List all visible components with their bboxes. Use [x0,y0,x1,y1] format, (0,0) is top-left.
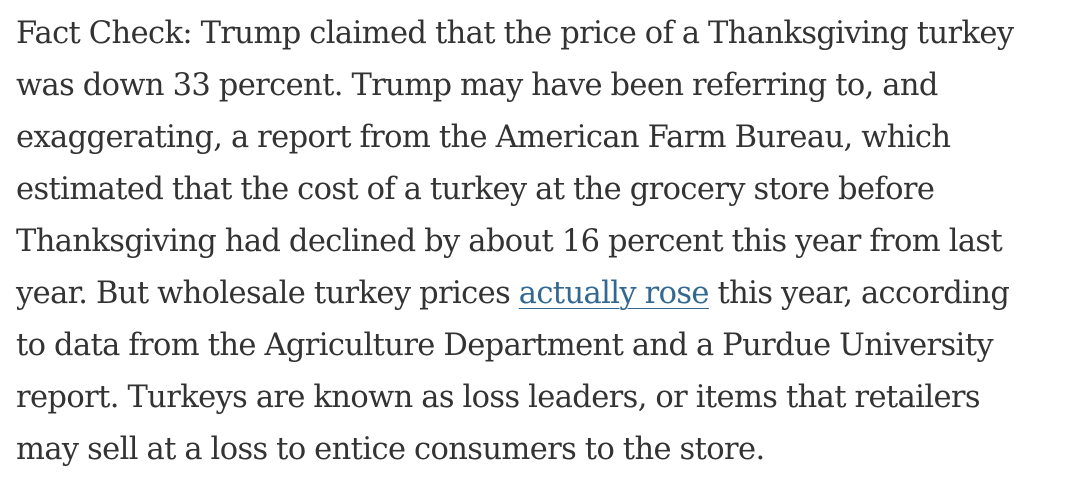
paragraph-line-9: may sell at a loss to entice consumers t… [16,432,765,467]
paragraph-line-1: Fact Check: Trump claimed that the price… [16,16,1014,51]
actually-rose-link[interactable]: actually rose [518,276,710,311]
line-6-text-after-link: this year, according [708,276,1010,311]
paragraph-line-4: estimated that the cost of a turkey at t… [16,172,935,207]
paragraph-line-7: to data from the Agriculture Department … [16,328,994,363]
line-6-text-before-link: year. But wholesale turkey prices [16,276,519,311]
paragraph-line-6: year. But wholesale turkey prices actual… [16,268,1066,320]
paragraph-line-5: Thanksgiving had declined by about 16 pe… [16,224,1003,259]
fact-check-paragraph: Fact Check: Trump claimed that the price… [16,8,1066,476]
paragraph-line-8: report. Turkeys are known as loss leader… [16,380,981,415]
paragraph-line-2: was down 33 percent. Trump may have been… [16,68,938,103]
paragraph-line-3: exaggerating, a report from the American… [16,120,951,155]
